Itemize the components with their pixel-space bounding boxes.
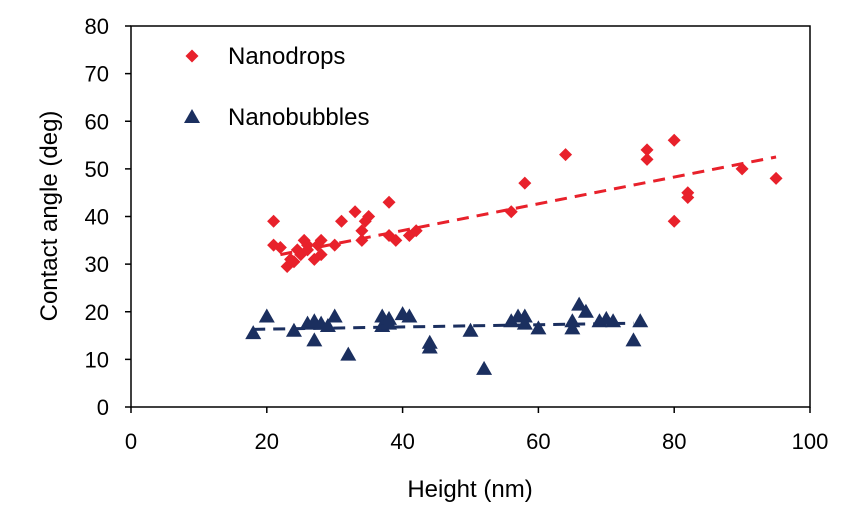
data-point-nanodrops [389, 233, 403, 247]
data-point-nanobubbles [530, 320, 547, 335]
x-tick-label: 20 [255, 429, 279, 454]
data-point-nanodrops [518, 176, 532, 190]
data-point-nanobubbles [571, 296, 588, 311]
x-axis-title: Height (nm) [407, 476, 532, 503]
legend-diamond-icon [185, 49, 199, 63]
data-point-nanobubbles [516, 308, 533, 323]
data-point-nanobubbles [516, 315, 533, 330]
y-tick-label: 20 [85, 300, 109, 325]
data-point-nanobubbles [577, 303, 594, 318]
data-point-nanodrops [267, 214, 281, 228]
data-point-nanobubbles [381, 315, 398, 330]
data-point-nanodrops [287, 255, 301, 269]
data-point-nanodrops [667, 214, 681, 228]
data-point-nanobubbles [258, 308, 275, 323]
x-tick-label: 0 [125, 429, 137, 454]
data-points [245, 133, 783, 375]
data-point-nanodrops [307, 252, 321, 266]
x-tick-label: 100 [792, 429, 829, 454]
data-point-nanodrops [504, 205, 518, 219]
plot-area [130, 25, 811, 408]
y-tick-label: 80 [85, 14, 109, 39]
y-axis-title: Contact angle (deg) [36, 111, 63, 322]
y-tick-label: 70 [85, 62, 109, 87]
y-tick-label: 0 [97, 395, 109, 420]
data-point-nanobubbles [319, 318, 336, 333]
data-point-nanodrops [640, 152, 654, 166]
x-tick-label: 80 [662, 429, 686, 454]
data-point-nanobubbles [245, 325, 262, 340]
legend-label-nanobubbles: Nanobubbles [228, 104, 369, 131]
data-point-nanodrops [362, 210, 376, 223]
data-point-nanobubbles [564, 320, 581, 335]
data-point-nanodrops [559, 148, 573, 162]
legend-marker-nanobubbles [184, 109, 200, 123]
data-point-nanobubbles [632, 313, 649, 328]
data-point-nanodrops [355, 233, 369, 247]
data-point-nanodrops [769, 171, 783, 185]
legend-label-nanodrops: Nanodrops [228, 43, 345, 70]
data-point-nanodrops [409, 224, 423, 238]
data-point-nanodrops [735, 162, 749, 176]
data-point-nanobubbles [285, 322, 302, 337]
data-point-nanodrops [348, 205, 362, 219]
data-point-nanodrops [334, 214, 348, 228]
data-point-nanodrops [667, 133, 681, 147]
data-point-nanobubbles [564, 313, 581, 328]
legend-triangle-icon [184, 109, 200, 123]
y-tick-label: 60 [85, 109, 109, 134]
data-point-nanobubbles [462, 322, 479, 337]
data-point-nanobubbles [401, 308, 418, 323]
x-tick-label: 40 [390, 429, 414, 454]
data-point-nanobubbles [503, 313, 520, 328]
x-axis: 0 20 40 60 80 100 [125, 407, 828, 454]
legend: Nanodrops Nanobubbles [184, 43, 369, 131]
data-point-nanodrops [382, 195, 396, 209]
x-tick-label: 60 [526, 429, 550, 454]
data-point-nanodrops [301, 243, 315, 257]
y-tick-label: 10 [85, 347, 109, 372]
y-tick-label: 30 [85, 252, 109, 277]
data-point-nanobubbles [340, 346, 357, 361]
data-point-nanobubbles [605, 313, 622, 328]
legend-marker-nanodrops [185, 49, 199, 63]
y-axis: 0 10 20 30 40 50 60 70 80 [85, 14, 131, 420]
data-point-nanodrops [273, 240, 287, 254]
data-point-nanodrops [314, 248, 328, 262]
data-point-nanodrops [314, 233, 328, 247]
y-tick-label: 40 [85, 205, 109, 230]
data-point-nanobubbles [476, 360, 493, 375]
data-point-nanobubbles [306, 332, 323, 347]
data-point-nanodrops [681, 190, 695, 204]
y-tick-label: 50 [85, 157, 109, 182]
data-point-nanodrops [640, 143, 654, 157]
data-point-nanobubbles [421, 339, 438, 354]
data-point-nanobubbles [625, 332, 642, 347]
data-point-nanobubbles [326, 308, 343, 323]
data-point-nanodrops [328, 238, 342, 252]
